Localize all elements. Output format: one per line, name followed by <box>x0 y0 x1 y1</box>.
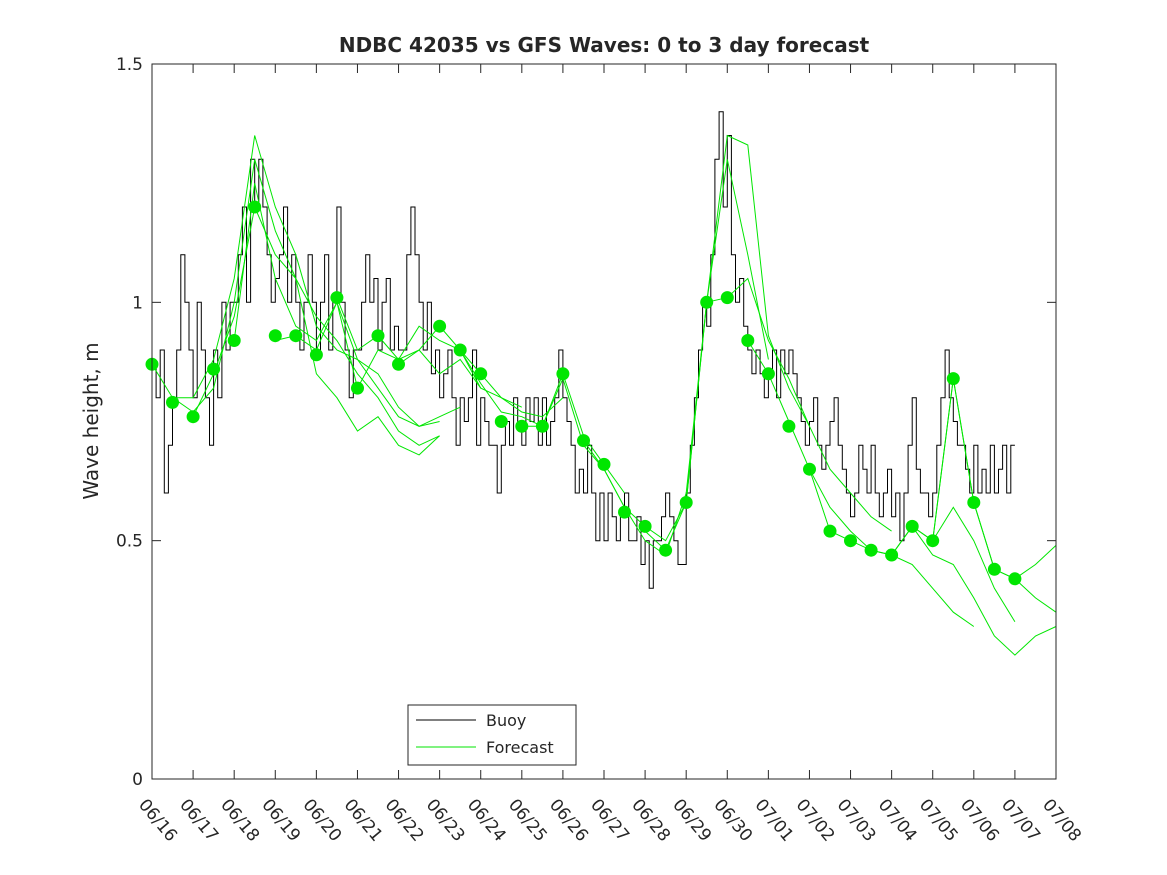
forecast-line-6 <box>336 297 523 408</box>
forecast-marker-3 <box>186 410 200 424</box>
forecast-marker-18 <box>515 419 529 433</box>
forecast-marker-34 <box>844 534 857 548</box>
forecast-marker-32 <box>803 462 816 476</box>
legend: Buoy Forecast <box>407 704 577 766</box>
forecast-marker-23 <box>618 505 631 519</box>
forecast-marker-5 <box>227 334 241 347</box>
forecast-line-10 <box>583 159 769 556</box>
forecast-marker-22 <box>597 457 611 471</box>
forecast-line-12 <box>685 277 892 532</box>
forecast-marker-4 <box>207 362 221 376</box>
forecast-marker-8 <box>289 329 303 343</box>
forecast-line-4 <box>233 183 461 427</box>
forecast-line-3 <box>192 205 440 456</box>
forecast-line-2 <box>172 135 440 427</box>
legend-box <box>407 704 577 766</box>
forecast-marker-17 <box>494 415 508 428</box>
buoy-line <box>152 111 1015 589</box>
forecast-marker-30 <box>761 367 775 381</box>
forecast-line-5 <box>275 300 482 390</box>
forecast-marker-11 <box>351 381 364 395</box>
forecast-marker-26 <box>679 496 693 509</box>
forecast-marker-2 <box>166 395 179 409</box>
forecast-marker-20 <box>556 367 570 381</box>
y-tick-label-2: 1 <box>132 293 143 313</box>
forecast-marker-21 <box>577 434 590 448</box>
y-tick-label-0: 0 <box>132 770 143 790</box>
y-tick-label-1: 0.5 <box>116 532 143 552</box>
forecast-marker-7 <box>268 329 282 343</box>
forecast-marker-12 <box>371 329 385 343</box>
y-tick-label-3: 1.5 <box>116 55 143 75</box>
forecast-marker-10 <box>330 291 344 305</box>
forecast-marker-25 <box>659 543 673 557</box>
forecast-marker-27 <box>700 295 714 309</box>
y-axis-ticks: 0 0.5 1 1.5 <box>116 55 1056 790</box>
forecast-marker-40 <box>967 496 981 509</box>
forecast-marker-9 <box>309 348 323 362</box>
chart-title: NDBC 42035 vs GFS Waves: 0 to 3 day fore… <box>339 33 870 57</box>
forecast-marker-35 <box>864 543 878 557</box>
legend-buoy-label: Buoy <box>486 711 526 730</box>
forecast-marker-24 <box>638 519 652 533</box>
y-axis-label: Wave height, m <box>79 342 103 499</box>
forecast-line-17 <box>911 526 1057 656</box>
forecast-marker-16 <box>474 367 488 381</box>
forecast-marker-41 <box>987 562 1001 576</box>
forecast-marker-42 <box>1008 572 1022 586</box>
forecast-marker-39 <box>946 372 960 386</box>
forecast-marker-14 <box>433 319 447 333</box>
forecast-marker-15 <box>453 343 467 357</box>
plot-markers <box>145 200 1022 586</box>
legend-forecast-label: Forecast <box>486 738 554 757</box>
forecast-marker-31 <box>782 419 796 433</box>
forecast-marker-6 <box>248 200 262 214</box>
forecast-marker-36 <box>885 548 899 562</box>
forecast-line-13 <box>747 340 975 627</box>
forecast-marker-29 <box>741 334 755 347</box>
forecast-marker-37 <box>905 519 919 533</box>
forecast-marker-13 <box>392 357 405 371</box>
forecast-marker-33 <box>823 524 837 538</box>
forecast-line-11 <box>644 134 810 552</box>
forecast-marker-38 <box>926 534 940 548</box>
forecast-marker-19 <box>535 419 549 433</box>
forecast-marker-28 <box>720 291 734 305</box>
